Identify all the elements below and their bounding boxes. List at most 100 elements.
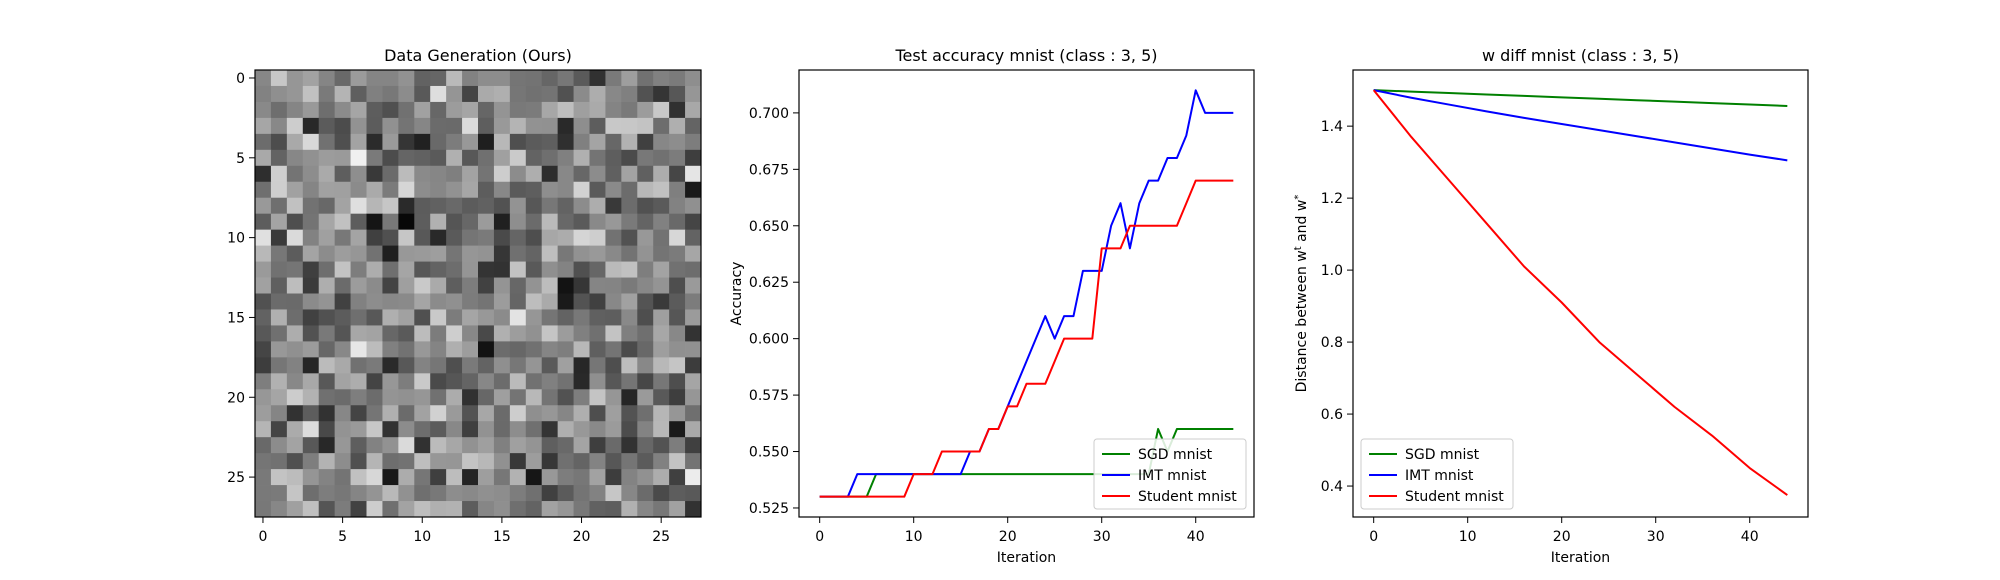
- heatmap-cell: [557, 405, 574, 422]
- heatmap-cell: [557, 293, 574, 310]
- heatmap-cell: [350, 421, 367, 438]
- heatmap-cell: [255, 229, 272, 246]
- heatmap-cell: [302, 501, 320, 518]
- heatmap-cell: [334, 101, 351, 119]
- heatmap-cell: [557, 213, 574, 231]
- heatmap-cell: [605, 165, 622, 183]
- heatmap-cell: [286, 293, 304, 310]
- heatmap-cell: [573, 70, 590, 87]
- heatmap-cell: [637, 101, 654, 119]
- heatmap-cell: [446, 421, 463, 438]
- heatmap-cell: [493, 85, 511, 103]
- heatmap-cell: [653, 149, 670, 167]
- heatmap-cell: [478, 469, 495, 486]
- heatmap-cell: [637, 469, 654, 486]
- heatmap-cell: [270, 133, 288, 151]
- heatmap-cell: [637, 85, 654, 103]
- heatmap-cell: [430, 165, 447, 183]
- heatmap-cell: [509, 261, 527, 278]
- heatmap-cell: [350, 469, 367, 486]
- heatmap-cell: [430, 229, 447, 246]
- heatmap-cell: [509, 437, 527, 454]
- heatmap-cell: [509, 405, 527, 422]
- heatmap-cell: [255, 421, 272, 438]
- heatmap-cell: [414, 325, 431, 342]
- heatmap-cell: [255, 133, 272, 151]
- heatmap-cell: [414, 229, 431, 246]
- heatmap-cell: [286, 101, 304, 119]
- heatmap-cell: [334, 373, 351, 390]
- heatmap-cell: [557, 309, 574, 326]
- heatmap-cell: [493, 309, 511, 326]
- heatmap-cell: [270, 421, 288, 438]
- heatmap-cell: [382, 469, 399, 486]
- heatmap-cell: [493, 325, 511, 342]
- heatmap-cell: [541, 229, 559, 246]
- heatmap-cell: [525, 357, 543, 374]
- heatmap-cell: [318, 469, 336, 486]
- heatmap-cell: [446, 245, 463, 262]
- heatmap-cell: [430, 293, 447, 310]
- heatmap-cell: [541, 101, 559, 119]
- heatmap-cell: [621, 357, 638, 374]
- heatmap-cell: [382, 70, 399, 87]
- heatmap-cell: [414, 437, 431, 454]
- heatmap-cell: [669, 117, 686, 135]
- heatmap-cell: [462, 197, 479, 215]
- heatmap-cell: [573, 373, 590, 390]
- heatmap-cell: [478, 501, 495, 518]
- heatmap-cell: [255, 437, 272, 454]
- heatmap-cell: [302, 341, 320, 358]
- heatmap-cell: [270, 197, 288, 215]
- heatmap-cell: [446, 149, 463, 167]
- accuracy-y-ticks: 0.525 0.550 0.575 0.600 0.625 0.650 0.675 0.700: [749, 106, 799, 517]
- heatmap-cell: [685, 453, 702, 470]
- heatmap-cell: [334, 453, 351, 470]
- heatmap-cell: [509, 197, 527, 215]
- heatmap-cell: [366, 277, 383, 294]
- heatmap-cell: [605, 453, 622, 470]
- heatmap-cell: [589, 373, 606, 390]
- heatmap-cell: [605, 213, 622, 231]
- legend-label: Student mnist: [1138, 489, 1237, 505]
- heatmap-cell: [414, 117, 431, 135]
- heatmap-cell: [621, 389, 638, 406]
- heatmap-cell: [255, 245, 272, 262]
- heatmap-cell: [637, 357, 654, 374]
- heatmap-cell: [286, 469, 304, 486]
- heatmap-cell: [637, 70, 654, 87]
- heatmap-cell: [685, 341, 702, 358]
- legend-box: [1093, 438, 1247, 510]
- heatmap-cell: [525, 213, 543, 231]
- heatmap-cell: [509, 229, 527, 246]
- heatmap-cell: [398, 181, 415, 199]
- heatmap-cell: [318, 405, 336, 422]
- heatmap-cell: [637, 197, 654, 215]
- heatmap-cell: [621, 325, 638, 342]
- heatmap-cell: [318, 149, 336, 167]
- accuracy-x-ticks: 0 10 20 30 40: [815, 517, 1205, 545]
- heatmap-cell: [478, 485, 495, 502]
- heatmap-cell: [302, 485, 320, 502]
- heatmap-cell: [557, 421, 574, 438]
- heatmap-cell: [541, 437, 559, 454]
- heatmap-cell: [478, 165, 495, 183]
- heatmap-cell: [334, 341, 351, 358]
- heatmap-cell: [255, 325, 272, 342]
- accuracy-x-axis-label: Iteration: [997, 550, 1056, 566]
- heatmap-cell: [589, 341, 606, 358]
- heatmap-cell: [621, 277, 638, 294]
- heatmap-cell: [414, 421, 431, 438]
- heatmap-cell: [366, 101, 383, 119]
- heatmap-cell: [573, 101, 590, 119]
- heatmap-cell: [685, 469, 702, 486]
- heatmap-cell: [557, 133, 574, 151]
- heatmap-cell: [509, 357, 527, 374]
- heatmap-cell: [541, 70, 559, 87]
- heatmap-cell: [334, 389, 351, 406]
- heatmap-cell: [270, 437, 288, 454]
- heatmap-cell: [557, 181, 574, 199]
- heatmap-cell: [255, 101, 272, 119]
- heatmap-cell: [557, 357, 574, 374]
